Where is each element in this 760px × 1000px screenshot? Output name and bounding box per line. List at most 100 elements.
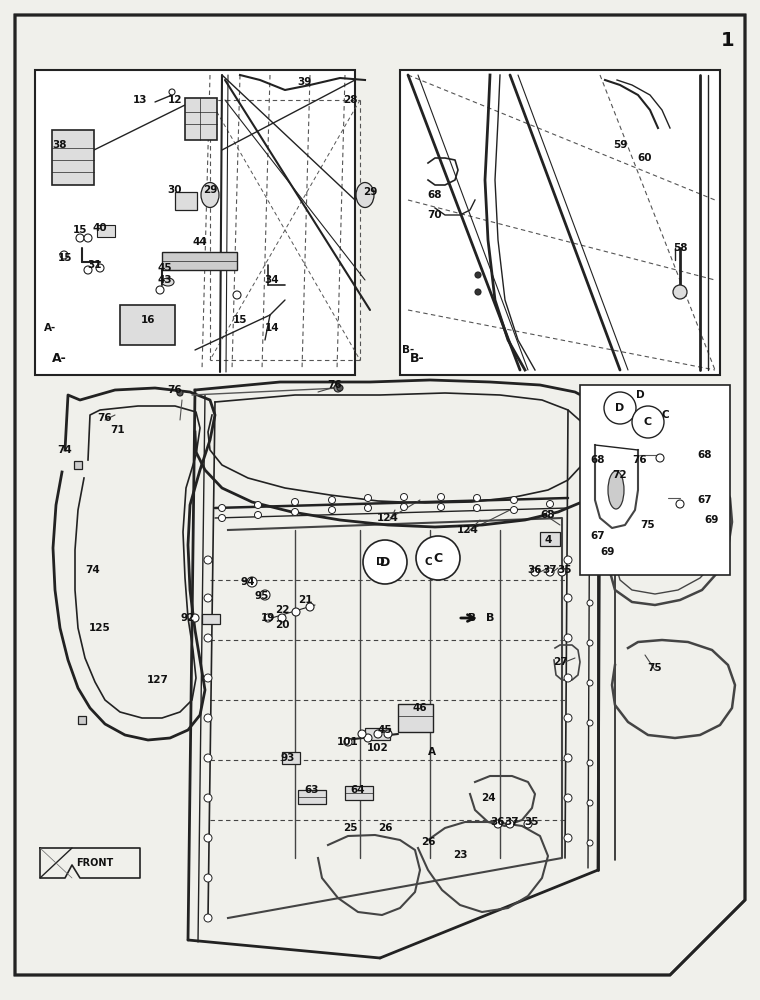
Bar	[580, 385, 730, 575]
Circle shape	[475, 289, 481, 295]
Text: 15: 15	[58, 253, 72, 263]
Text: 36: 36	[527, 565, 542, 575]
Text: D: D	[635, 390, 644, 400]
Text: 15: 15	[73, 225, 87, 235]
Text: 92: 92	[181, 613, 195, 623]
Circle shape	[334, 384, 342, 392]
Text: 38: 38	[52, 140, 67, 150]
Text: 74: 74	[58, 445, 72, 455]
Text: 45: 45	[378, 725, 392, 735]
Circle shape	[656, 454, 664, 462]
Ellipse shape	[201, 182, 219, 208]
Text: 69: 69	[601, 547, 615, 557]
Text: 20: 20	[275, 620, 290, 630]
Circle shape	[156, 286, 164, 294]
Text: 40: 40	[93, 223, 107, 233]
Text: 16: 16	[141, 315, 155, 325]
Text: 12: 12	[168, 95, 182, 105]
Polygon shape	[15, 15, 745, 975]
Text: 68: 68	[428, 190, 442, 200]
Text: 19: 19	[261, 613, 275, 623]
Text: FRONT: FRONT	[76, 858, 114, 868]
Circle shape	[564, 634, 572, 642]
Circle shape	[546, 568, 554, 576]
Text: 26: 26	[378, 823, 392, 833]
Text: B: B	[486, 613, 494, 623]
Bar	[282, 752, 300, 764]
Bar	[97, 225, 115, 237]
Bar	[185, 98, 217, 140]
Circle shape	[84, 266, 92, 274]
Text: 45: 45	[157, 263, 173, 273]
Circle shape	[374, 730, 382, 738]
Bar	[398, 704, 433, 732]
Circle shape	[475, 272, 481, 278]
Bar	[120, 305, 175, 345]
Text: 23: 23	[453, 850, 467, 860]
Text: C: C	[661, 410, 669, 420]
Text: 27: 27	[553, 657, 567, 667]
Bar	[202, 614, 220, 624]
Text: 24: 24	[480, 793, 496, 803]
Bar	[345, 786, 373, 800]
Circle shape	[558, 568, 566, 576]
Circle shape	[564, 794, 572, 802]
Circle shape	[247, 577, 257, 587]
Circle shape	[473, 494, 480, 502]
Circle shape	[169, 89, 175, 95]
Bar	[540, 532, 560, 546]
Text: 76: 76	[328, 380, 342, 390]
Text: 64: 64	[350, 785, 366, 795]
Text: 102: 102	[367, 743, 389, 753]
Circle shape	[204, 794, 212, 802]
Text: 29: 29	[203, 185, 217, 195]
Circle shape	[204, 914, 212, 922]
Circle shape	[587, 760, 593, 766]
Circle shape	[524, 820, 532, 828]
Text: 75: 75	[641, 520, 655, 530]
Text: 124: 124	[377, 513, 399, 523]
Circle shape	[337, 385, 343, 391]
Text: 67: 67	[591, 531, 605, 541]
Text: C: C	[433, 552, 442, 564]
Text: 44: 44	[192, 237, 207, 247]
Circle shape	[438, 493, 445, 500]
Text: 46: 46	[413, 703, 427, 713]
Circle shape	[632, 406, 664, 438]
Circle shape	[219, 514, 226, 522]
Circle shape	[365, 494, 372, 502]
Circle shape	[587, 600, 593, 606]
Text: 1: 1	[721, 30, 735, 49]
Text: 76: 76	[168, 385, 182, 395]
Bar	[400, 70, 720, 375]
Text: 35: 35	[558, 565, 572, 575]
Circle shape	[292, 508, 299, 516]
Circle shape	[506, 820, 514, 828]
Circle shape	[204, 634, 212, 642]
Text: D: D	[616, 403, 625, 413]
Text: 127: 127	[147, 675, 169, 685]
Circle shape	[96, 264, 104, 272]
Text: 26: 26	[421, 837, 435, 847]
Text: 68: 68	[541, 510, 556, 520]
Text: B-: B-	[410, 352, 425, 364]
Circle shape	[673, 285, 687, 299]
Circle shape	[587, 680, 593, 686]
Text: 95: 95	[255, 591, 269, 601]
Circle shape	[511, 506, 518, 514]
Circle shape	[384, 730, 392, 738]
Text: 76: 76	[632, 455, 648, 465]
Text: 72: 72	[613, 470, 627, 480]
Text: 35: 35	[524, 817, 540, 827]
Text: 75: 75	[648, 663, 662, 673]
Circle shape	[604, 392, 636, 424]
Circle shape	[364, 734, 372, 742]
Circle shape	[494, 820, 502, 828]
Circle shape	[344, 738, 352, 746]
Circle shape	[255, 512, 261, 518]
Text: 63: 63	[305, 785, 319, 795]
Circle shape	[278, 614, 286, 622]
Circle shape	[60, 251, 68, 259]
Text: 60: 60	[638, 153, 652, 163]
Ellipse shape	[162, 278, 174, 286]
